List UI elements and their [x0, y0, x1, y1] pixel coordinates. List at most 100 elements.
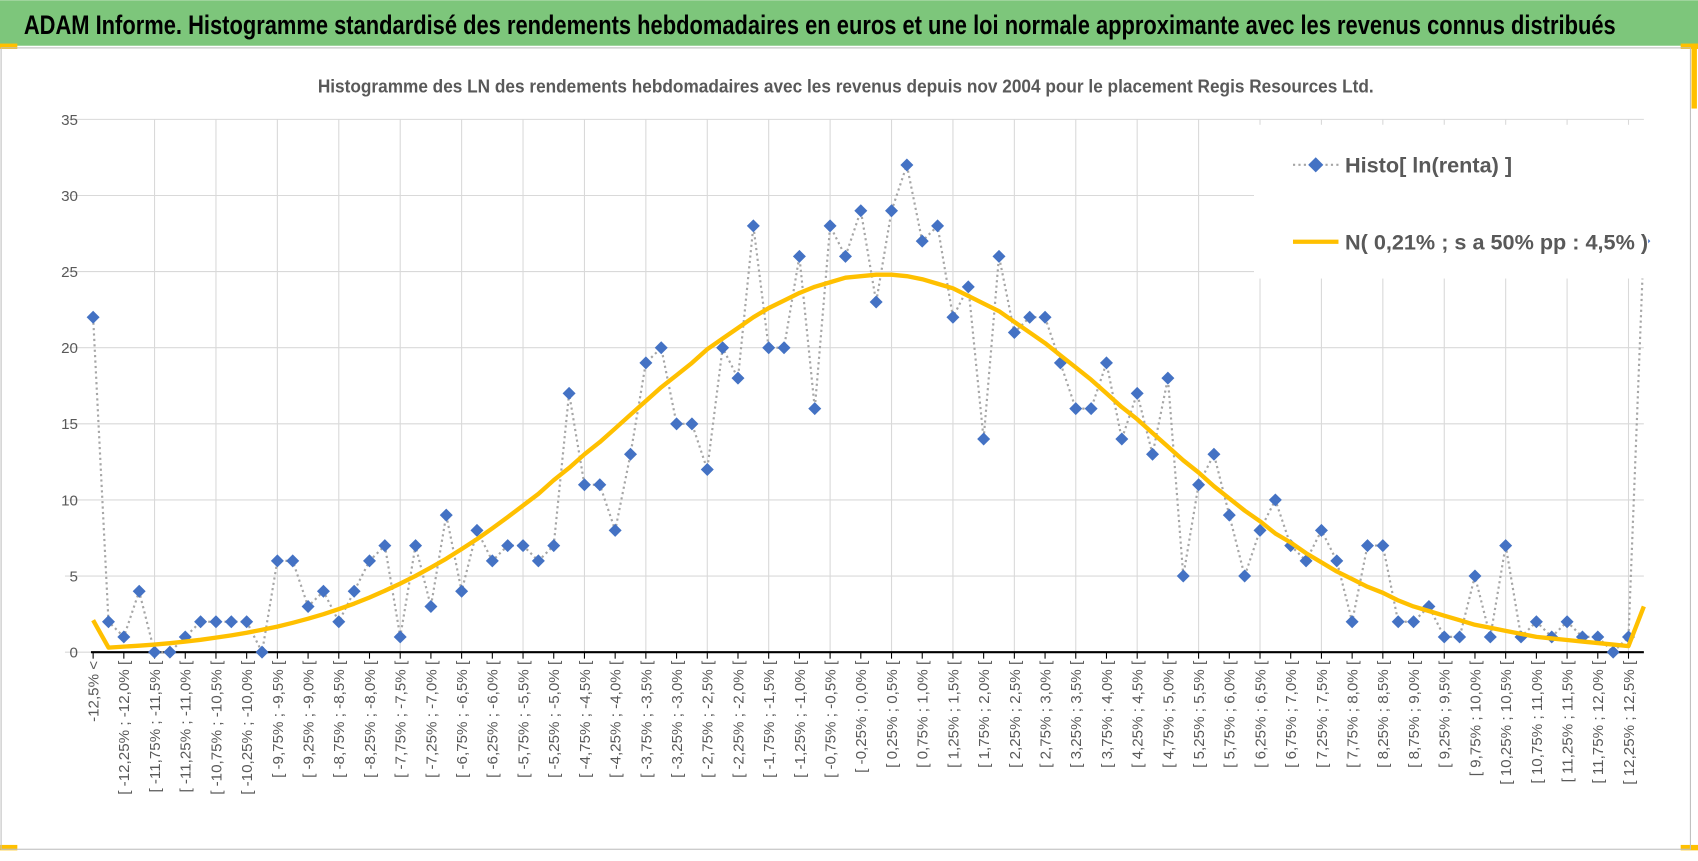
data-point [1038, 310, 1052, 324]
data-point [808, 402, 822, 416]
data-point [255, 645, 269, 659]
x-tick-label: [ -4,25% ; -4,0% [ [608, 660, 625, 778]
y-tick-label: 35 [61, 112, 78, 129]
data-point [1345, 615, 1359, 629]
data-point [424, 599, 438, 613]
corner [1680, 844, 1698, 851]
x-tick-label: [ -12,25% ; -12,0% [ [116, 660, 133, 795]
data-point [931, 219, 945, 233]
x-tick-label: [ -2,25% ; -2,0% [ [730, 660, 747, 778]
x-tick-label: [ 10,75% ; 11,0% [ [1529, 660, 1546, 784]
x-tick-label: [ 8,75% ; 9,0% [ [1406, 660, 1423, 768]
legend-label: Histo[ ln(renta) ] [1345, 152, 1512, 177]
x-tick-label: [ -6,75% ; -6,5% [ [454, 660, 471, 778]
data-point [1314, 523, 1328, 537]
data-point [1529, 615, 1543, 629]
header-bar [0, 0, 1698, 46]
x-tick-label: [ -0,75% ; -0,5% [ [823, 660, 840, 778]
data-point [316, 584, 330, 598]
data-point [1176, 569, 1190, 583]
x-tick-label: [ -1,75% ; -1,5% [ [761, 660, 778, 778]
x-tick-label: [ -2,75% ; -2,5% [ [700, 660, 717, 778]
y-tick-label: 20 [61, 340, 78, 357]
data-point [1007, 325, 1021, 339]
legend-box [1254, 124, 1649, 279]
x-tick-label: [ -10,75% ; -10,5% [ [208, 660, 225, 795]
x-tick-label: [ -8,75% ; -8,5% [ [331, 660, 348, 778]
data-point [854, 204, 868, 218]
x-tick-label: [ 6,25% ; 6,5% [ [1252, 660, 1269, 768]
data-point [332, 615, 346, 629]
data-point [885, 204, 899, 218]
data-point [347, 584, 361, 598]
x-tick-label: [ 3,75% ; 4,0% [ [1099, 660, 1116, 768]
data-point [777, 341, 791, 355]
x-tick-label: [ -8,25% ; -8,0% [ [362, 660, 379, 778]
x-tick-label: [ -11,25% ; -11,0% [ [178, 660, 195, 792]
data-point [86, 310, 100, 324]
y-tick-label: 10 [61, 492, 78, 509]
data-point [1376, 539, 1390, 553]
x-tick-label: [ 6,75% ; 7,0% [ [1283, 660, 1300, 768]
x-tick-label: [ -9,25% ; -9,0% [ [300, 660, 317, 778]
data-point [1192, 478, 1206, 492]
legend-marker [1308, 157, 1324, 173]
data-point [1115, 432, 1129, 446]
y-tick-label: 15 [61, 416, 78, 433]
data-point [1560, 615, 1574, 629]
x-tick-label: [ 2,25% ; 2,5% [ [1007, 660, 1024, 768]
data-point [516, 539, 530, 553]
page-title: ADAM Informe. Histogramme standardisé de… [24, 9, 1616, 40]
x-tick-label: [ -6,25% ; -6,0% [ [485, 660, 502, 778]
x-tick-label: [ 0,75% ; 1,0% [ [915, 660, 932, 768]
x-tick-label: [ 9,75% ; 10,0% [ [1467, 660, 1484, 776]
data-point [946, 310, 960, 324]
x-tick-label: [ -5,25% ; -5,0% [ [546, 660, 563, 778]
x-tick-label: [ 3,25% ; 3,5% [ [1068, 660, 1085, 768]
data-point [485, 554, 499, 568]
y-tick-label: 5 [70, 568, 78, 585]
x-tick-label: [ -11,75% ; -11,5% [ [147, 660, 164, 792]
data-point [240, 615, 254, 629]
data-point [470, 523, 484, 537]
x-tick-label: [ -4,75% ; -4,5% [ [577, 660, 594, 778]
data-point [132, 584, 146, 598]
legend-label: N( 0,21% ; s a 50% pp : 4,5% ) [1345, 229, 1648, 254]
x-tick-label: [ 2,75% ; 3,0% [ [1037, 660, 1054, 768]
corner [0, 43, 18, 49]
data-point [547, 539, 561, 553]
data-point [1606, 645, 1620, 659]
data-point [746, 219, 760, 233]
data-point [1023, 310, 1037, 324]
x-tick-label: [ -3,75% ; -3,5% [ [638, 660, 655, 778]
frame [0, 47, 1691, 850]
series-line [91, 272, 1646, 650]
x-tick-label: [ -5,75% ; -5,5% [ [515, 660, 532, 778]
data-point [577, 478, 591, 492]
data-point [209, 615, 223, 629]
x-tick-label: -12,5% < [86, 661, 103, 722]
x-tick-label: [ -7,25% ; -7,0% [ [423, 660, 440, 778]
data-point [1253, 523, 1267, 537]
data-point [823, 219, 837, 233]
corner [1680, 43, 1698, 49]
corner [1691, 43, 1697, 109]
x-tick-label: [ 0,25% ; 0,5% [ [884, 660, 901, 768]
data-point [1069, 402, 1083, 416]
data-point [362, 554, 376, 568]
data-point [101, 615, 115, 629]
x-tick-label: [ 1,75% ; 2,0% [ [976, 660, 993, 768]
y-tick-label: 0 [70, 645, 78, 662]
chart-title: Histogramme des LN des rendements hebdom… [318, 75, 1374, 96]
x-tick-label: [ 4,25% ; 4,5% [ [1130, 660, 1147, 768]
data-point [1360, 539, 1374, 553]
series-line [92, 160, 1645, 656]
x-tick-label: [ 5,25% ; 5,5% [ [1191, 660, 1208, 768]
x-tick-label: [ -9,75% ; -9,5% [ [270, 660, 287, 778]
data-point [1330, 554, 1344, 568]
x-tick-label: [ 10,25% ; 10,5% [ [1498, 660, 1515, 785]
data-point [439, 508, 453, 522]
data-point [301, 599, 315, 613]
data-point [501, 539, 515, 553]
corner [0, 844, 18, 851]
